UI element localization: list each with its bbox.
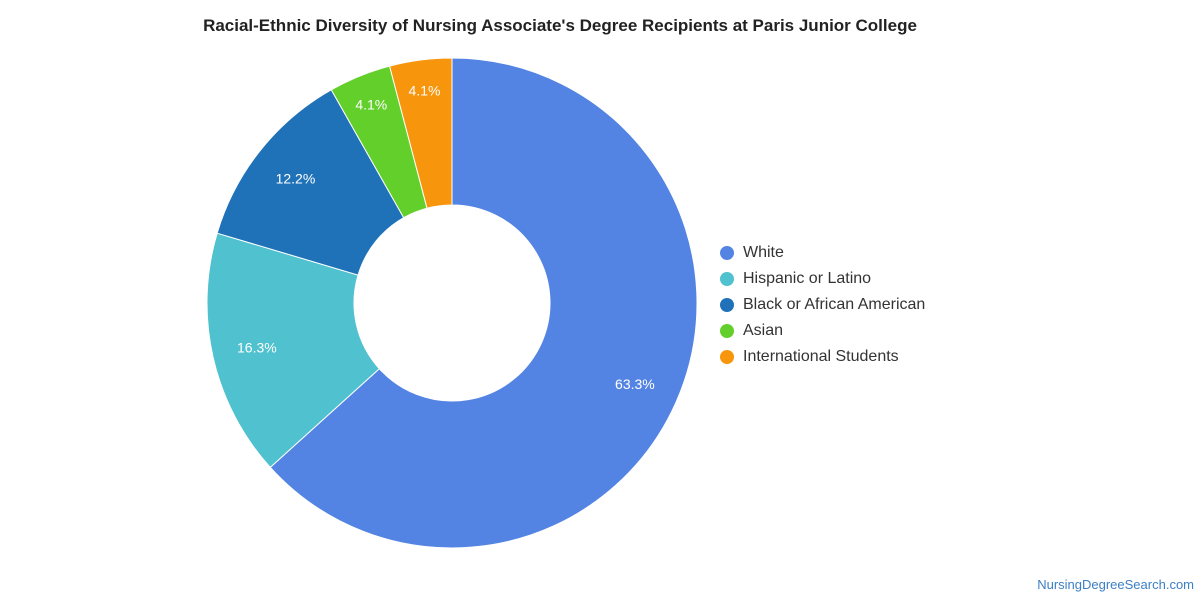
slice-label-hispanic-or-latino: 16.3% [237,339,277,355]
legend-swatch-international-students [720,350,734,364]
legend-swatch-white [720,246,734,260]
legend-item-asian[interactable]: Asian [720,318,925,344]
slice-international-students[interactable] [388,57,453,209]
slice-label-white: 63.3% [615,376,655,392]
legend: White Hispanic or Latino Black or Africa… [720,240,925,370]
slice-hispanic-or-latino[interactable] [206,232,381,469]
source-watermark[interactable]: NursingDegreeSearch.com [1037,577,1194,592]
slice-label-asian: 4.1% [355,97,387,113]
legend-swatch-asian [720,324,734,338]
slice-label-black-or-african-american: 12.2% [276,170,316,186]
legend-swatch-black-or-african-american [720,298,734,312]
legend-item-hispanic-or-latino[interactable]: Hispanic or Latino [720,266,925,292]
legend-label-international-students: International Students [743,348,899,365]
legend-item-international-students[interactable]: International Students [720,344,925,370]
legend-label-white: White [743,244,784,261]
legend-label-black-or-african-american: Black or African American [743,296,926,313]
legend-swatch-hispanic-or-latino [720,272,734,286]
slice-label-international-students: 4.1% [409,83,441,99]
chart-title: Racial-Ethnic Diversity of Nursing Assoc… [203,16,917,35]
legend-item-black-or-african-american[interactable]: Black or African American [720,292,925,318]
legend-item-white[interactable]: White [720,240,925,266]
legend-label-asian: Asian [743,322,784,339]
legend-label-hispanic-or-latino: Hispanic or Latino [743,270,872,287]
slice-white[interactable] [269,57,698,549]
